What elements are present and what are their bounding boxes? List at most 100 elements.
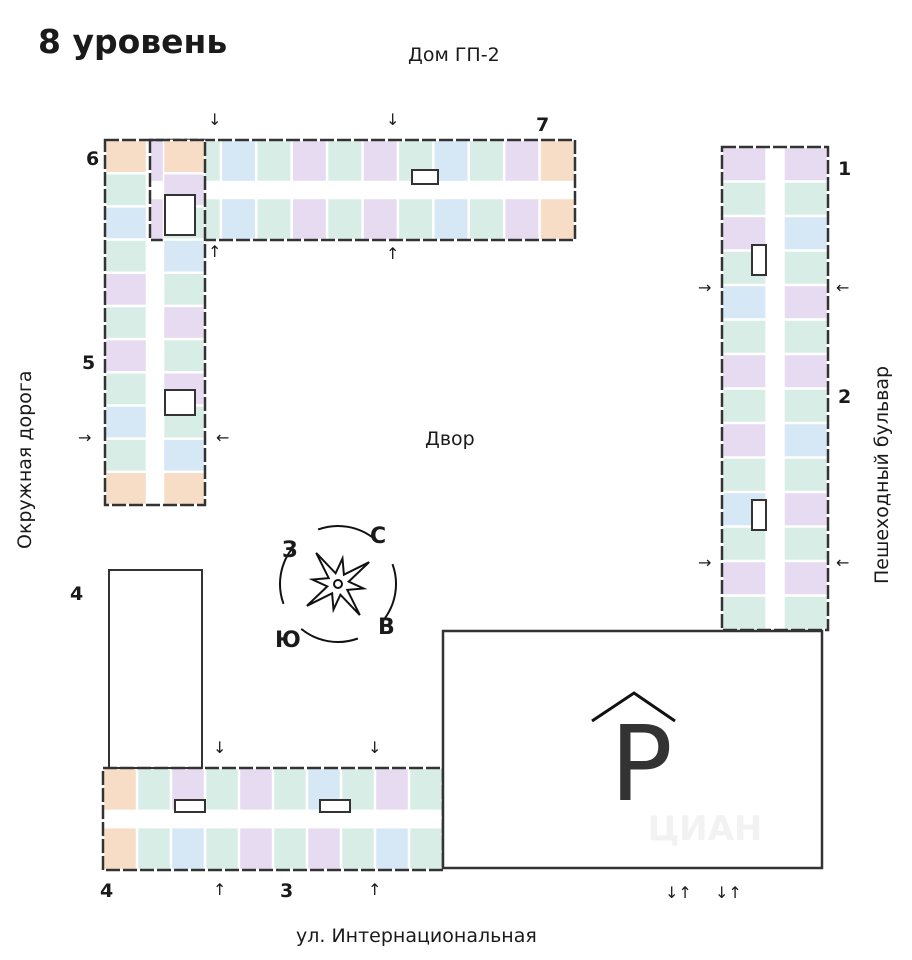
apartment-unit xyxy=(503,139,540,183)
apartment-unit xyxy=(102,826,138,871)
apartment-unit xyxy=(104,139,148,174)
parking-entrance-arrow-icon: ↓↑ xyxy=(715,883,742,902)
apartment-unit xyxy=(220,197,257,241)
apartment-unit xyxy=(291,197,328,241)
apartment-unit xyxy=(256,197,292,241)
apartment-unit xyxy=(433,197,470,241)
apartment-unit xyxy=(783,526,829,562)
section-number: 1 xyxy=(838,158,852,180)
stair-core xyxy=(164,194,196,236)
apartment-unit xyxy=(721,284,767,320)
section-number: 6 xyxy=(86,148,100,170)
apartment-unit xyxy=(783,146,829,182)
apartment-unit xyxy=(162,239,206,273)
entrance-arrow-icon: ← xyxy=(216,428,230,447)
apartment-unit xyxy=(783,457,829,493)
apartment-unit xyxy=(104,239,148,273)
apartment-unit xyxy=(721,526,767,562)
apartment-unit xyxy=(783,250,829,286)
apartment-unit xyxy=(374,826,410,871)
parking-roof-icon xyxy=(591,691,676,723)
apartment-unit xyxy=(539,197,576,241)
section-number: 4 xyxy=(100,880,114,902)
entrance-arrow-icon: → xyxy=(698,278,712,297)
apartment-unit xyxy=(721,319,767,355)
apartment-unit xyxy=(783,491,829,527)
entrance-arrow-icon: ← xyxy=(836,553,850,572)
parking-label: P xyxy=(610,703,673,825)
apartment-unit xyxy=(468,139,505,183)
entrance-arrow-icon: ↓ xyxy=(213,738,227,757)
stair-core xyxy=(319,799,351,813)
apartment-unit xyxy=(362,139,399,183)
section-number: 4 xyxy=(70,583,84,605)
apartment-unit xyxy=(136,826,172,871)
building-outline xyxy=(103,138,207,507)
entrance-arrow-icon: ↑ xyxy=(208,242,222,261)
section-number: 2 xyxy=(838,386,852,408)
apartment-unit xyxy=(340,826,376,871)
section-number: 5 xyxy=(82,352,96,374)
building-outline xyxy=(148,138,577,242)
apartment-unit xyxy=(162,338,206,373)
apartment-unit xyxy=(721,560,767,596)
south-street-label: ул. Интернациональная xyxy=(296,925,537,947)
apartment-unit xyxy=(104,305,148,340)
apartment-unit xyxy=(721,146,767,182)
watermark: ЦИАН xyxy=(648,809,763,849)
apartment-unit xyxy=(204,767,240,812)
apartment-unit xyxy=(272,826,308,871)
entrance-arrow-icon: ← xyxy=(836,278,850,297)
entrance-arrow-icon: ↑ xyxy=(213,880,227,899)
apartment-unit xyxy=(162,272,206,307)
parking-outline xyxy=(441,629,824,870)
apartment-unit xyxy=(256,139,292,183)
apartment-unit xyxy=(721,422,767,458)
apartment-unit xyxy=(136,767,172,812)
apartment-unit xyxy=(162,438,206,473)
apartment-unit xyxy=(220,139,257,183)
apartment-unit xyxy=(162,139,206,174)
apartment-unit xyxy=(272,767,308,812)
apartment-unit xyxy=(162,305,206,340)
apartment-unit xyxy=(104,338,148,373)
apartment-unit xyxy=(468,197,505,241)
apartment-unit xyxy=(238,767,274,812)
apartment-unit xyxy=(721,595,767,631)
compass-south: Ю xyxy=(275,628,301,653)
compass-north: С xyxy=(370,524,387,549)
building-4-outline xyxy=(108,569,203,769)
apartment-unit xyxy=(721,181,767,217)
entrance-arrow-icon: → xyxy=(78,428,92,447)
stair-core xyxy=(751,244,767,276)
apartment-unit xyxy=(104,471,148,506)
compass-west: З xyxy=(282,538,298,563)
section-number: 7 xyxy=(536,114,550,136)
north-house-label: Дом ГП-2 xyxy=(408,44,500,66)
stair-core xyxy=(411,169,439,185)
apartment-unit xyxy=(306,826,342,871)
apartment-unit xyxy=(783,560,829,596)
entrance-arrow-icon: ↓ xyxy=(208,110,222,129)
apartment-unit xyxy=(397,197,434,241)
apartment-unit xyxy=(362,197,399,241)
apartment-unit xyxy=(326,197,363,241)
yard-label: Двор xyxy=(425,428,475,450)
apartment-unit xyxy=(783,388,829,424)
entrance-arrow-icon: ↓ xyxy=(368,738,382,757)
apartment-unit xyxy=(162,471,206,506)
apartment-unit xyxy=(783,215,829,251)
entrance-arrow-icon: ↑ xyxy=(386,244,400,263)
parking-entrance-arrow-icon: ↓↑ xyxy=(665,883,692,902)
compass-ring xyxy=(279,525,397,643)
compass-east: В xyxy=(378,615,395,640)
apartment-unit xyxy=(783,353,829,389)
stair-core xyxy=(174,799,206,813)
apartment-unit xyxy=(503,197,540,241)
apartment-unit xyxy=(783,284,829,320)
apartment-unit xyxy=(783,181,829,217)
stair-core xyxy=(751,499,767,531)
apartment-unit xyxy=(104,438,148,473)
apartment-unit xyxy=(204,826,240,871)
